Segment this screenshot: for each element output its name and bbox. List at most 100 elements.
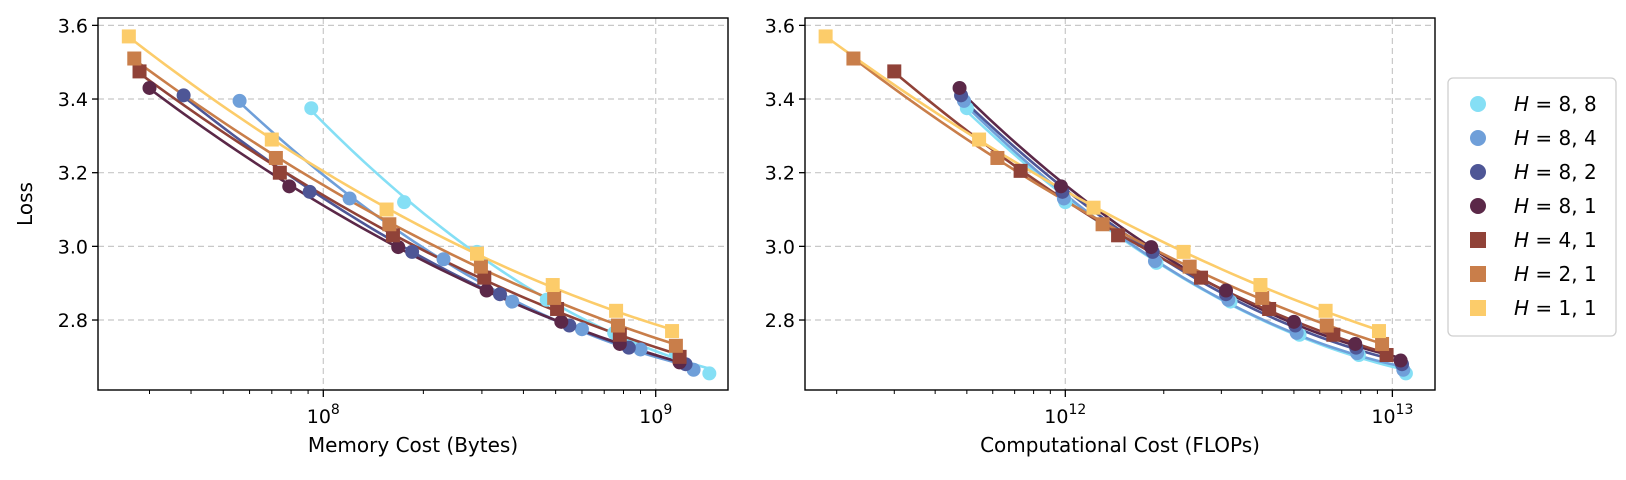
legend-label: H = 8, 2 — [1514, 160, 1597, 184]
fit-line-H=1,1 — [128, 36, 673, 331]
data-point — [1379, 348, 1394, 363]
data-point — [1253, 278, 1268, 293]
data-point — [846, 51, 861, 66]
fit-line-H=8,2 — [182, 95, 686, 365]
data-point — [672, 349, 687, 364]
legend: H = 8, 8 H = 8, 4 H = 8, 2 H = 8, 1 H = 4, 1… — [1447, 77, 1617, 337]
data-point — [887, 64, 902, 79]
data-point — [479, 283, 494, 298]
memory-cost-panel: 2.8 3.0 3.2 3.4 3.6 108 109 Memory Cost (Bytes)… — [13, 15, 729, 457]
data-point — [633, 342, 648, 357]
legend-label: H = 1, 1 — [1514, 296, 1597, 320]
x-tick-label: 108 — [307, 402, 340, 428]
legend-marker — [1470, 164, 1486, 180]
data-point — [1219, 283, 1234, 298]
data-point — [268, 150, 283, 165]
data-point — [1319, 318, 1334, 333]
y-tick-label: 3.0 — [58, 236, 88, 258]
legend-label: H = 4, 1 — [1514, 228, 1597, 252]
data-point — [1182, 259, 1197, 274]
y-tick-label: 3.0 — [765, 236, 795, 258]
fit-line-H=8,8 — [310, 109, 710, 370]
y-tick-label: 3.4 — [765, 89, 795, 111]
fit-line-H=8,2 — [960, 96, 1403, 363]
data-point — [545, 278, 560, 293]
data-point — [142, 80, 157, 95]
x-axis-label: Memory Cost (Bytes) — [308, 433, 518, 457]
data-point — [1375, 336, 1390, 351]
data-point — [952, 80, 967, 95]
data-point — [436, 252, 451, 267]
data-point — [397, 195, 412, 210]
data-point — [127, 51, 142, 66]
data-point — [272, 165, 287, 180]
legend-label: H = 2, 1 — [1514, 262, 1597, 286]
fit-line-H=2,1 — [133, 58, 677, 346]
data-point — [1095, 217, 1110, 232]
legend-marker — [1470, 300, 1486, 316]
data-point — [1318, 303, 1333, 318]
data-point — [176, 88, 191, 103]
legend-label: H = 8, 8 — [1514, 92, 1597, 116]
data-point — [818, 29, 833, 44]
data-point — [232, 93, 247, 108]
legend-marker — [1470, 198, 1486, 214]
x-axis-label: Computational Cost (FLOPs) — [980, 433, 1260, 457]
data-point — [609, 303, 624, 318]
data-point — [1144, 240, 1159, 255]
data-point — [342, 191, 357, 206]
legend-label: H = 8, 1 — [1514, 194, 1597, 218]
data-point — [1348, 336, 1363, 351]
data-point — [1255, 290, 1270, 305]
data-point — [702, 366, 717, 381]
data-point — [574, 322, 589, 337]
data-point — [972, 132, 987, 147]
data-point — [132, 64, 147, 79]
axes-frame — [804, 17, 1436, 391]
data-point — [547, 290, 562, 305]
data-point — [990, 150, 1005, 165]
y-axis-label: Loss — [13, 182, 37, 226]
data-point — [1262, 301, 1277, 316]
legend-label: H = 8, 4 — [1514, 126, 1597, 150]
data-point — [610, 318, 625, 333]
data-point — [264, 132, 279, 147]
legend-marker — [1470, 266, 1486, 282]
data-point — [477, 270, 492, 285]
data-point — [554, 314, 569, 329]
x-tick-label: 1013 — [1371, 402, 1413, 428]
y-tick-label: 3.2 — [765, 163, 795, 185]
fit-line-H=4,1 — [138, 72, 680, 356]
plot-area — [121, 29, 717, 381]
legend-marker — [1470, 232, 1486, 248]
plot-area — [818, 29, 1413, 381]
data-point — [1086, 200, 1101, 215]
data-point — [391, 240, 406, 255]
data-point — [382, 217, 397, 232]
x-tick-label: 1012 — [1044, 402, 1086, 428]
data-point — [385, 228, 400, 243]
data-point — [1194, 270, 1209, 285]
data-point — [550, 301, 565, 316]
axes-frame — [97, 17, 729, 391]
data-point — [304, 101, 319, 116]
computational-cost-panel: 2.8 3.0 3.2 3.4 3.6 1012 1013 Computational Cos… — [765, 15, 1436, 457]
data-point — [1013, 163, 1028, 178]
y-tick-label: 3.6 — [765, 15, 795, 37]
data-point — [302, 184, 317, 199]
data-point — [473, 259, 488, 274]
data-point — [1111, 228, 1126, 243]
data-point — [121, 29, 136, 44]
data-point — [492, 287, 507, 302]
y-tick-label: 3.4 — [58, 89, 88, 111]
data-point — [1371, 324, 1386, 339]
data-point — [505, 294, 520, 309]
fit-line-H=8,1 — [148, 87, 680, 364]
legend-marker — [1470, 130, 1486, 146]
data-point — [1176, 244, 1191, 259]
y-tick-label: 2.8 — [58, 310, 88, 332]
fit-line-H=2,1 — [852, 57, 1383, 346]
fit-line-H=8,1 — [958, 89, 1401, 360]
data-point — [405, 244, 420, 259]
